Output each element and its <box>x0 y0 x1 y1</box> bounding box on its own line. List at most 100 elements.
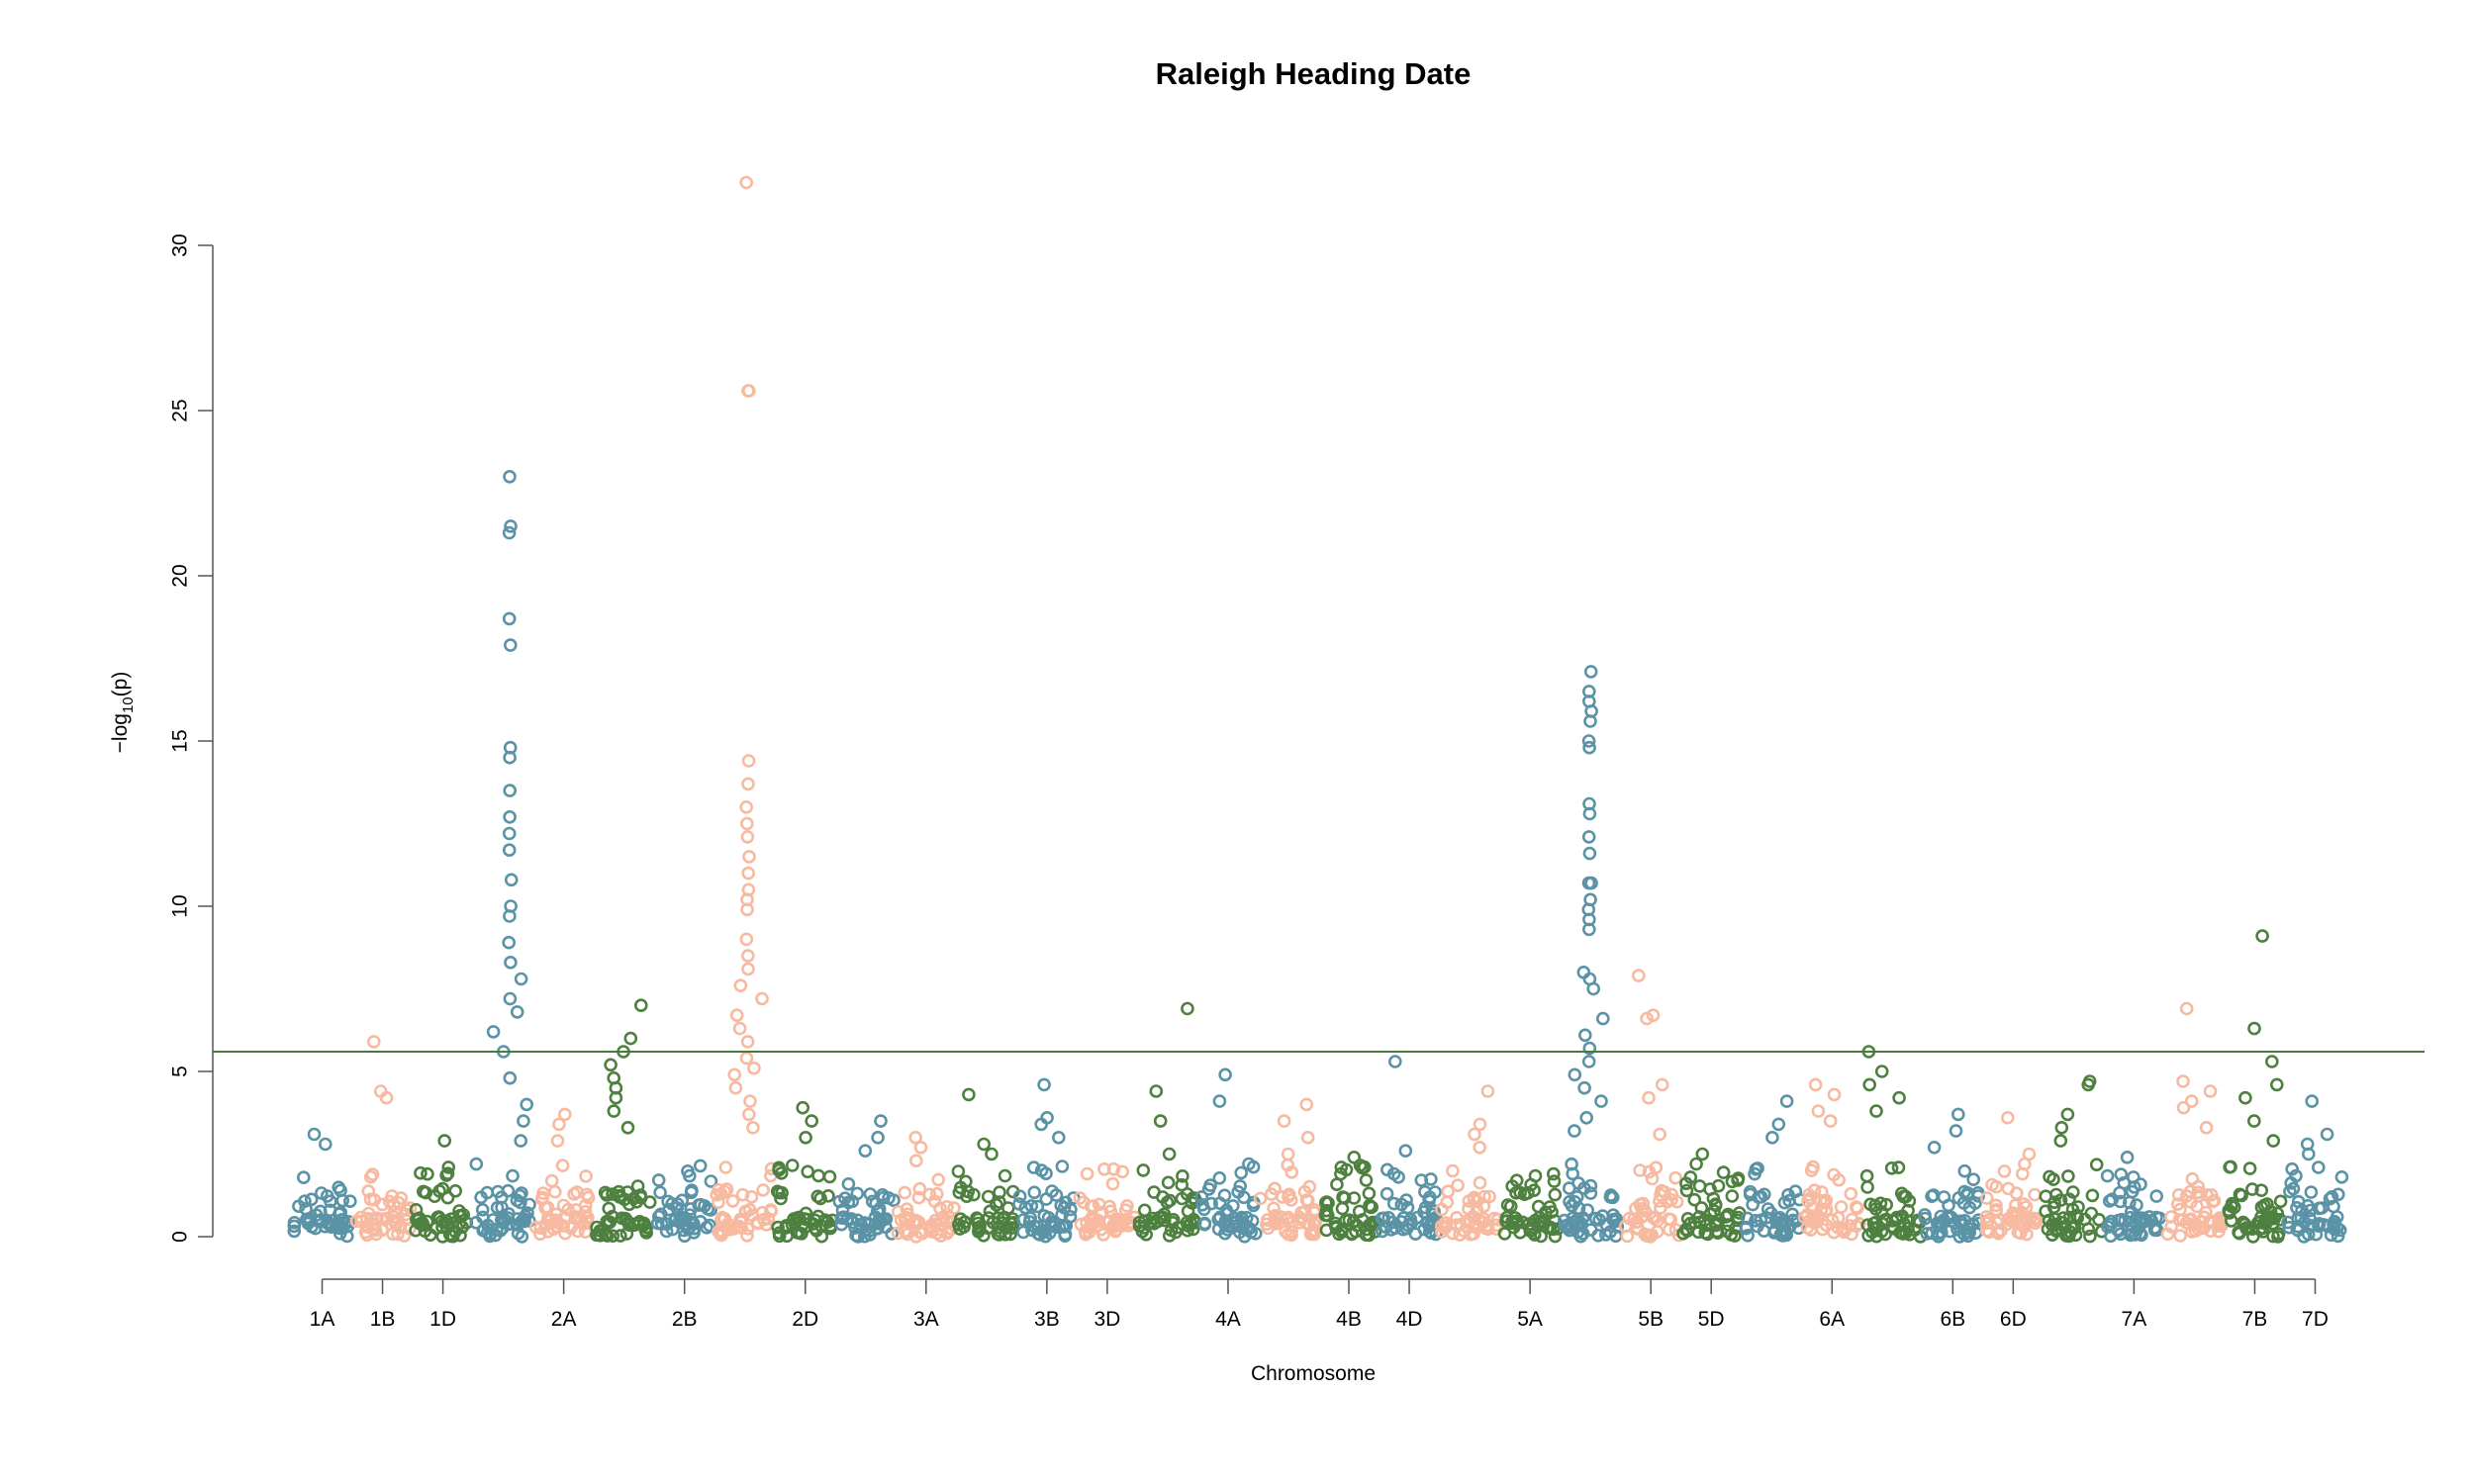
marker-point <box>1279 1225 1292 1239</box>
marker-point <box>755 1205 770 1220</box>
marker-point <box>1566 1166 1579 1181</box>
marker-point <box>1146 1211 1160 1226</box>
significant-point <box>1927 1141 1942 1155</box>
significant-point <box>1582 1041 1597 1056</box>
marker-point <box>1446 1163 1460 1178</box>
significant-point <box>2247 1021 2261 1036</box>
marker-point <box>756 1183 770 1197</box>
significant-point <box>486 1025 501 1039</box>
marker-point <box>1166 1213 1181 1227</box>
marker-point <box>2190 1199 2204 1214</box>
marker-point <box>714 1186 728 1201</box>
marker-point <box>1073 1191 1087 1205</box>
marker-point <box>382 1194 397 1209</box>
marker-point <box>1049 1188 1064 1202</box>
marker-point <box>1692 1179 1707 1193</box>
significant-point <box>2053 1134 2068 1148</box>
marker-point <box>1574 1218 1589 1232</box>
significant-point <box>2016 1166 2030 1181</box>
marker-point <box>927 1194 942 1208</box>
significant-point <box>2176 1074 2190 1088</box>
marker-point <box>602 1201 617 1216</box>
marker-point <box>1668 1170 1682 1185</box>
marker-point <box>474 1190 488 1205</box>
marker-point <box>513 1188 527 1203</box>
chromosome-series <box>349 1035 418 1243</box>
marker-point <box>1026 1160 1041 1174</box>
marker-point <box>2328 1214 2341 1229</box>
marker-point <box>1547 1166 1561 1181</box>
marker-point <box>1925 1226 1940 1241</box>
marker-point <box>675 1211 690 1226</box>
marker-point <box>2257 1198 2271 1213</box>
significant-point <box>799 1131 812 1145</box>
marker-point <box>506 1168 520 1183</box>
marker-point <box>1981 1213 1996 1227</box>
marker-point <box>908 1230 923 1244</box>
marker-point <box>1227 1211 1242 1226</box>
marker-point <box>2191 1185 2206 1200</box>
marker-point <box>1330 1177 1344 1191</box>
x-tick-label: 3A <box>913 1308 939 1331</box>
y-tick-label: 15 <box>169 729 192 752</box>
marker-point <box>735 1187 750 1202</box>
marker-point <box>651 1173 666 1187</box>
marker-point <box>1815 1222 1830 1237</box>
chromosome-series <box>1676 1147 1747 1243</box>
significant-point <box>1582 740 1596 755</box>
marker-point <box>1301 1193 1315 1208</box>
significant-point <box>2179 1001 2194 1016</box>
y-tick-label: 30 <box>169 233 192 256</box>
significant-point <box>503 784 518 797</box>
marker-point <box>2062 1229 2076 1244</box>
marker-point <box>2164 1220 2178 1234</box>
marker-point <box>1268 1181 1282 1196</box>
marker-point <box>940 1226 954 1241</box>
marker-point <box>1234 1165 1248 1180</box>
marker-point <box>1212 1171 1227 1185</box>
marker-point <box>862 1217 877 1232</box>
significant-point <box>514 1134 528 1148</box>
marker-point <box>863 1187 878 1201</box>
marker-point <box>1524 1221 1538 1235</box>
marker-point <box>614 1229 627 1243</box>
marker-point <box>651 1209 666 1224</box>
marker-point <box>764 1203 778 1217</box>
marker-point <box>2123 1195 2137 1210</box>
marker-point <box>665 1222 680 1237</box>
marker-point <box>2254 1183 2268 1197</box>
significant-point <box>1683 1170 1698 1184</box>
marker-point <box>901 1227 914 1242</box>
significant-point <box>504 519 518 533</box>
significant-point <box>1242 1157 1256 1171</box>
significant-point <box>1480 1084 1495 1098</box>
x-tick-label: 7A <box>2122 1308 2147 1331</box>
marker-point <box>349 1214 364 1229</box>
marker-point <box>1801 1194 1815 1208</box>
marker-point <box>1651 1214 1665 1228</box>
significant-point <box>1153 1114 1168 1128</box>
marker-point <box>1176 1169 1189 1183</box>
chromosome-series <box>1859 1045 1928 1244</box>
marker-point <box>1859 1168 1874 1183</box>
marker-point <box>1362 1186 1377 1201</box>
marker-point <box>547 1184 562 1199</box>
chromosome-series <box>1918 1107 1986 1244</box>
marker-point <box>2331 1229 2345 1244</box>
significant-point <box>1578 1028 1592 1043</box>
marker-point <box>1979 1191 1994 1205</box>
marker-point <box>2312 1219 2326 1233</box>
y-axis: 0 5 10 15 20 25 30 <box>169 233 214 1243</box>
marker-point <box>1376 1224 1389 1239</box>
marker-point <box>771 1220 785 1235</box>
marker-point <box>1819 1193 1834 1208</box>
marker-point <box>1563 1195 1576 1209</box>
significant-point <box>739 932 754 947</box>
marker-point <box>740 1229 754 1243</box>
significant-point <box>796 1100 810 1115</box>
marker-point <box>1098 1215 1113 1230</box>
significant-point <box>1869 1104 1883 1118</box>
chromosome-series <box>1739 1094 1807 1243</box>
marker-point <box>1427 1204 1441 1219</box>
